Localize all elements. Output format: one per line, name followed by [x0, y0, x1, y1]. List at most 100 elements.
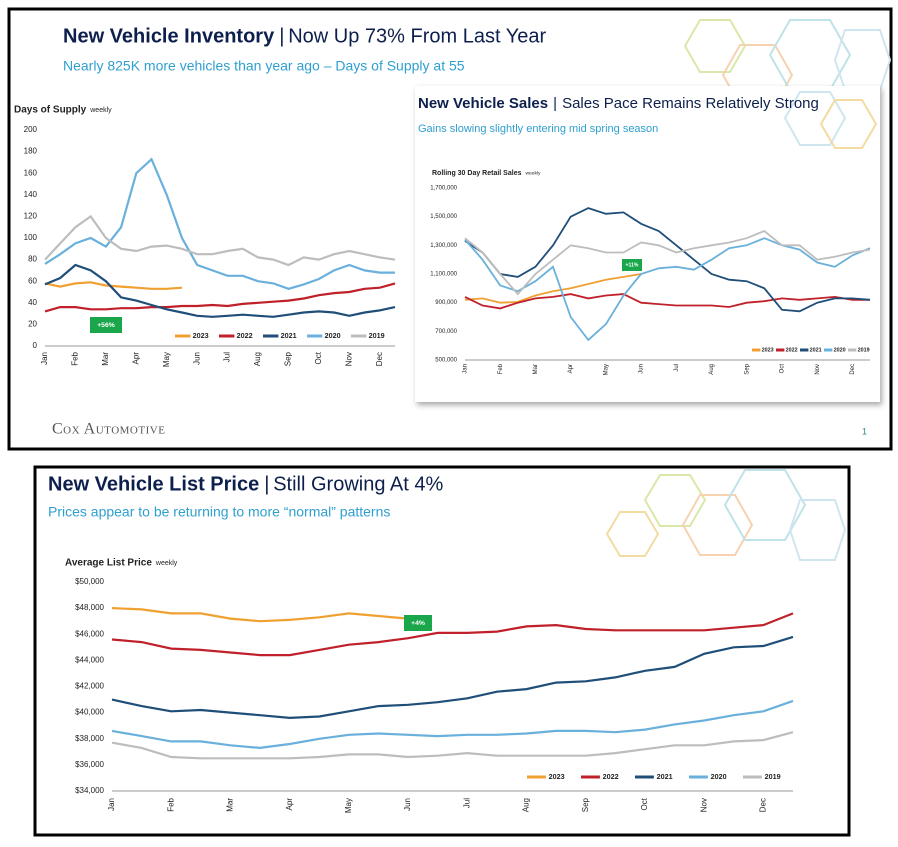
- y-tick-label: 900,000: [435, 300, 457, 306]
- x-tick-label: Nov: [815, 364, 821, 375]
- x-tick-label: Dec: [850, 364, 856, 375]
- separator: |: [264, 473, 269, 495]
- y-tick-label: 160: [24, 168, 38, 177]
- series-line: [464, 293, 870, 310]
- series-line: [44, 157, 395, 290]
- x-tick-label: Dec: [759, 798, 768, 812]
- series-line: [111, 612, 794, 657]
- chart-subtitle: Prices appear to be returning to more “n…: [48, 504, 390, 520]
- y-tick-label: 200: [24, 125, 38, 134]
- x-tick-label: Apr: [285, 798, 294, 811]
- legend-label: 2023: [549, 772, 565, 781]
- series-line: [464, 207, 871, 313]
- x-tick-label: Oct: [640, 797, 649, 810]
- x-tick-label: Jun: [192, 352, 201, 365]
- series-line: [464, 237, 871, 342]
- separator: |: [553, 95, 557, 112]
- legend-label: 2023: [762, 347, 774, 353]
- y-axis-label-note: weekly: [89, 107, 112, 114]
- chart-title: New Vehicle Sales: [418, 95, 548, 112]
- legend-label: 2022: [237, 331, 253, 340]
- y-tick-label: $46,000: [75, 629, 104, 638]
- x-tick-label: Apr: [568, 364, 574, 373]
- x-tick-label: Dec: [375, 352, 384, 366]
- series-line: [44, 282, 396, 313]
- chart-headline: Now Up 73% From Last Year: [288, 25, 546, 47]
- x-tick-label: Aug: [253, 352, 262, 366]
- x-tick-label: Sep: [284, 351, 293, 366]
- y-axis-label-note: weekly: [155, 560, 178, 567]
- x-tick-label: Jul: [674, 364, 680, 372]
- y-tick-label: 20: [28, 320, 37, 329]
- x-tick-label: Nov: [699, 798, 708, 812]
- x-tick-label: Aug: [709, 364, 715, 375]
- y-tick-label: 120: [24, 212, 38, 221]
- x-tick-label: Feb: [166, 797, 175, 811]
- legend-label: 2021: [810, 347, 822, 353]
- x-tick-label: Jun: [639, 364, 645, 374]
- x-tick-label: Sep: [744, 363, 750, 374]
- x-tick-label: Oct: [780, 364, 786, 374]
- x-tick-label: Oct: [314, 351, 323, 364]
- x-tick-label: Nov: [344, 352, 353, 366]
- y-tick-label: $48,000: [75, 603, 104, 612]
- y-tick-label: 40: [28, 298, 37, 307]
- series-line: [111, 607, 409, 623]
- decoration: [783, 91, 878, 149]
- y-tick-label: 140: [24, 190, 38, 199]
- x-tick-label: May: [344, 798, 353, 813]
- annotation-box: [404, 615, 432, 631]
- y-axis-label: Days of Supply: [14, 105, 87, 116]
- y-tick-label: $36,000: [75, 760, 104, 769]
- series-line: [44, 281, 183, 290]
- chart-headline: Sales Pace Remains Relatively Strong: [562, 95, 819, 112]
- legend-label: 2019: [858, 347, 870, 353]
- decoration: [605, 469, 847, 561]
- x-tick-label: Jan: [40, 352, 49, 365]
- x-tick-label: Jan: [463, 364, 469, 374]
- legend-label: 2019: [765, 772, 781, 781]
- y-tick-label: 1,700,000: [430, 186, 457, 192]
- separator: |: [279, 25, 284, 47]
- chart-subtitle: Nearly 825K more vehicles than year ago …: [63, 58, 465, 74]
- series-line: [111, 731, 794, 760]
- legend-label: 2020: [834, 347, 846, 353]
- y-tick-label: 80: [28, 255, 37, 264]
- brand: Cox Automotive: [52, 421, 165, 438]
- legend-label: 2019: [369, 331, 385, 340]
- y-tick-label: 700,000: [435, 329, 457, 335]
- y-tick-label: 1,500,000: [430, 214, 457, 220]
- series-line: [44, 214, 396, 267]
- x-tick-label: Jun: [403, 798, 412, 811]
- legend-label: 2023: [193, 331, 209, 340]
- legend-label: 2022: [603, 772, 619, 781]
- series-line: [111, 699, 794, 750]
- x-tick-label: Feb: [498, 363, 504, 374]
- y-tick-label: 500,000: [435, 358, 457, 364]
- page-number: 1: [862, 426, 867, 436]
- chart-title: New Vehicle List Price: [48, 473, 259, 495]
- legend-label: 2020: [711, 772, 727, 781]
- x-tick-label: May: [603, 364, 609, 375]
- series-line: [111, 635, 794, 720]
- y-tick-label: 60: [28, 276, 37, 285]
- series-line: [464, 229, 871, 296]
- annotation: +56%: [97, 322, 115, 329]
- annotation-box: [90, 317, 122, 333]
- y-tick-label: 0: [33, 341, 38, 350]
- x-tick-label: Jul: [223, 352, 232, 362]
- x-tick-label: Jul: [462, 798, 471, 808]
- y-tick-label: $50,000: [75, 577, 104, 586]
- y-axis-label: Rolling 30 Day Retail Sales: [432, 170, 522, 177]
- x-tick-label: Feb: [71, 351, 80, 365]
- x-tick-label: Sep: [581, 797, 590, 812]
- y-tick-label: $34,000: [75, 786, 104, 795]
- y-tick-label: $40,000: [75, 708, 104, 717]
- y-axis-label: Average List Price: [65, 558, 152, 569]
- series-line: [464, 273, 642, 304]
- legend-label: 2020: [325, 331, 341, 340]
- annotation: +11%: [626, 262, 639, 268]
- annotation: +4%: [411, 620, 425, 627]
- chart-subtitle: Gains slowing slightly entering mid spri…: [418, 123, 658, 135]
